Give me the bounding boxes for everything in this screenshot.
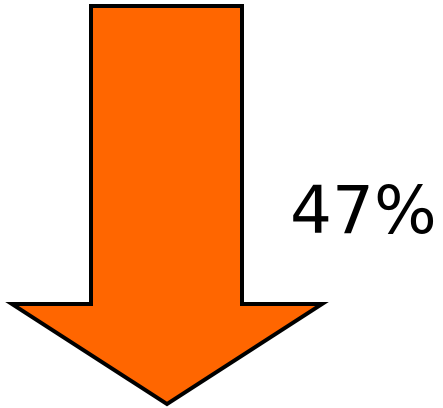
arrow-shape [5, 4, 329, 407]
percentage-label: 47% [290, 172, 437, 249]
